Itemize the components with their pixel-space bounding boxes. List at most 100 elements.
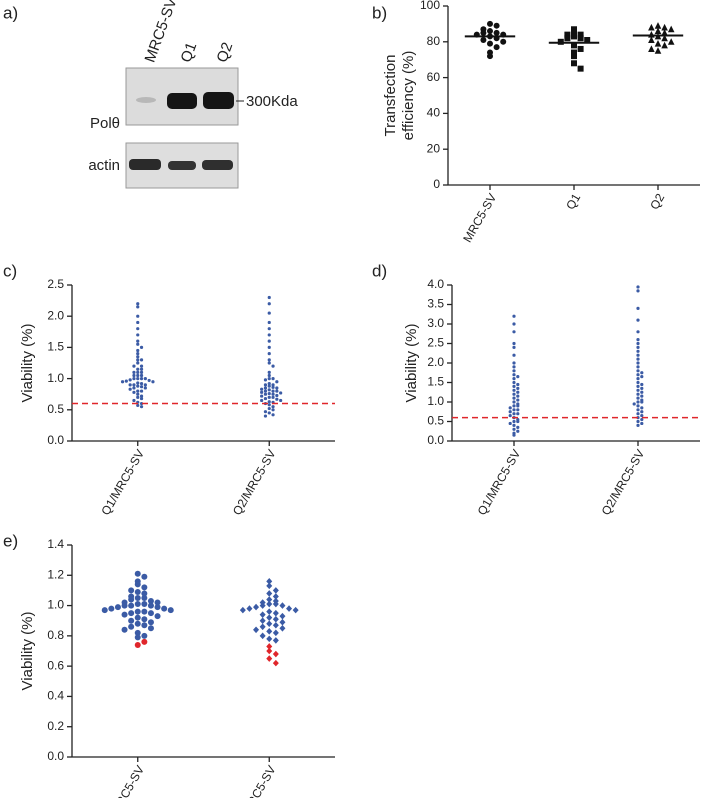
data-point — [512, 369, 516, 373]
data-point — [286, 605, 293, 612]
data-point — [640, 394, 644, 398]
data-point — [271, 389, 275, 393]
data-point — [134, 581, 141, 588]
data-point — [167, 607, 174, 614]
data-point — [636, 353, 640, 357]
data-point — [636, 349, 640, 353]
data-point — [267, 388, 271, 392]
data-point — [279, 618, 286, 626]
data-point — [141, 573, 148, 580]
data-point — [636, 392, 640, 396]
data-point — [266, 600, 273, 608]
data-point — [500, 38, 507, 45]
data-point — [128, 617, 135, 624]
data-point — [267, 411, 271, 415]
data-point — [275, 397, 279, 401]
y-tick-label: 0.8 — [47, 628, 64, 642]
data-point — [266, 590, 273, 597]
data-point — [134, 601, 141, 608]
data-point — [636, 388, 640, 392]
data-point — [267, 358, 271, 362]
data-point — [134, 620, 141, 627]
y-tick-label: 2.0 — [427, 355, 444, 369]
data-point — [143, 377, 147, 381]
data-point — [259, 617, 266, 625]
data-point — [636, 377, 640, 381]
data-point — [134, 608, 141, 615]
data-point — [640, 371, 644, 375]
data-point — [267, 302, 271, 306]
data-point — [141, 608, 148, 615]
data-point — [266, 655, 273, 662]
panel-label: d) — [372, 261, 387, 280]
data-point — [141, 616, 148, 623]
y-tick-label: 0.4 — [47, 689, 64, 703]
data-point — [136, 377, 140, 381]
data-point — [121, 611, 128, 618]
data-point — [136, 302, 140, 306]
data-point — [139, 385, 144, 389]
data-point — [267, 377, 271, 381]
y-tick-label: 80 — [427, 34, 441, 48]
data-point — [279, 612, 286, 620]
y-tick-label: 1.0 — [47, 598, 64, 612]
data-point — [136, 395, 140, 399]
data-point — [636, 341, 640, 346]
data-point — [139, 396, 144, 401]
blot-band — [203, 92, 234, 109]
data-point — [487, 20, 493, 27]
data-point — [654, 22, 662, 29]
data-point — [571, 29, 577, 36]
data-point — [263, 392, 268, 396]
data-point — [266, 628, 273, 635]
data-point — [516, 419, 520, 424]
data-point — [636, 396, 640, 400]
x-tick-label: Q2 — [647, 191, 667, 212]
data-point — [141, 601, 148, 608]
data-point — [147, 625, 154, 632]
data-point — [267, 381, 271, 386]
y-tick-label: 100 — [420, 0, 440, 12]
data-point — [141, 632, 148, 639]
data-point — [654, 47, 662, 54]
data-point — [512, 419, 516, 424]
data-point — [141, 590, 148, 597]
data-point — [136, 403, 140, 408]
data-point — [128, 387, 132, 391]
data-point — [640, 386, 644, 390]
data-point — [292, 606, 299, 614]
data-point — [636, 338, 640, 342]
data-point — [136, 305, 140, 309]
x-tick-label: Q1 — [563, 191, 583, 212]
data-point — [636, 289, 640, 293]
data-point — [147, 610, 154, 617]
data-point — [128, 602, 135, 609]
data-point — [139, 345, 144, 349]
y-tick-label: 0.5 — [427, 414, 444, 428]
x-tick-label: Q2/MRC5-SV — [230, 447, 279, 518]
data-point — [275, 386, 279, 390]
data-point — [636, 369, 640, 373]
data-point — [134, 629, 141, 636]
data-point — [487, 28, 493, 35]
data-point — [636, 423, 640, 427]
data-point — [640, 375, 644, 379]
data-point — [143, 386, 147, 390]
data-point — [636, 419, 640, 424]
x-tick-label: Q1/MRC5-SV — [98, 763, 147, 798]
data-point — [132, 386, 136, 390]
panel-label: b) — [372, 3, 387, 22]
data-point — [267, 320, 271, 325]
y-tick-label: 2.5 — [47, 277, 64, 291]
data-point — [128, 623, 135, 630]
data-point — [272, 593, 279, 600]
data-point — [640, 390, 644, 394]
data-point — [136, 355, 140, 359]
data-point — [279, 391, 283, 395]
data-point — [636, 412, 640, 416]
y-axis-label: Viability (%) — [19, 324, 36, 403]
y-tick-label: 3.0 — [427, 316, 444, 330]
y-tick-label: 1.4 — [47, 537, 64, 551]
panel-label: a) — [3, 3, 18, 22]
data-point — [132, 383, 136, 387]
